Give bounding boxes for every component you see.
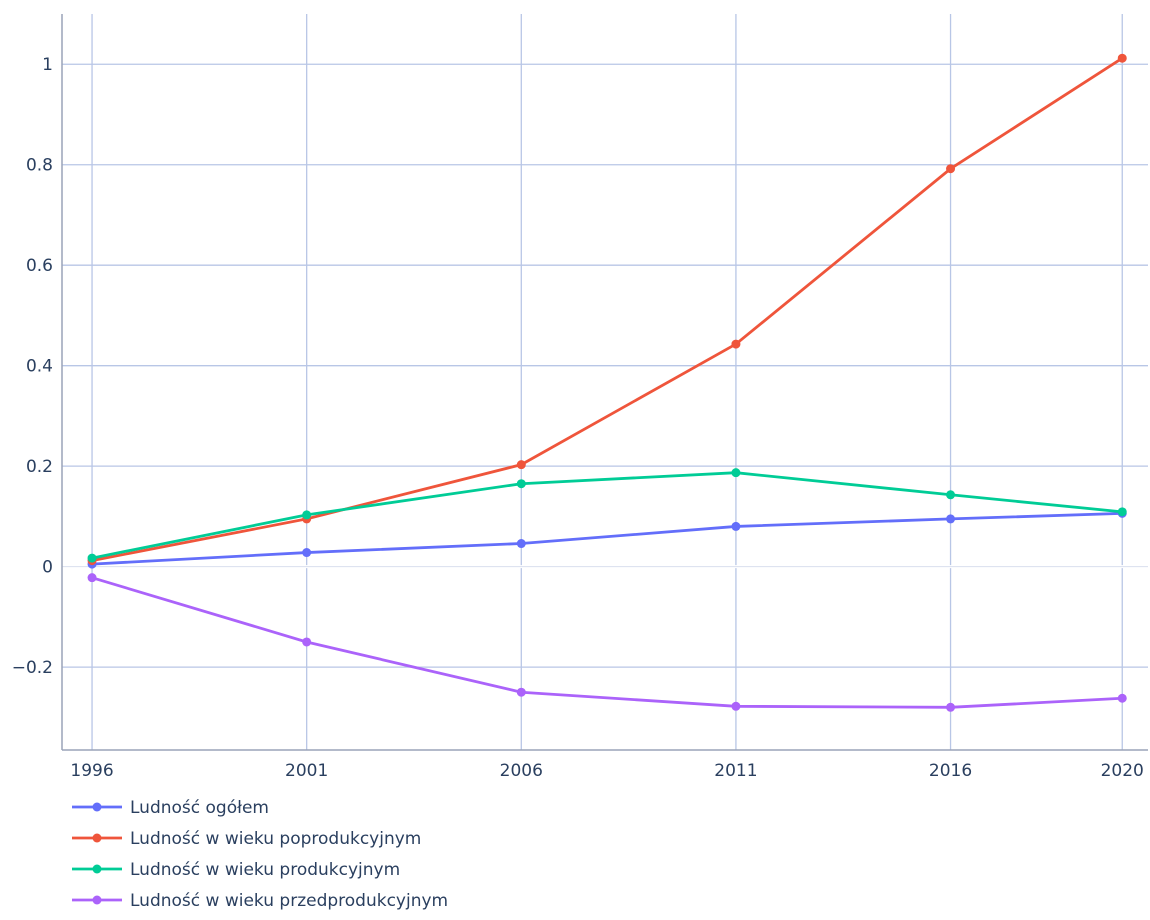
x-tick-label: 2011: [714, 761, 757, 781]
series-group: [87, 508, 1127, 569]
legend-marker: [92, 864, 102, 874]
series-layer: [87, 53, 1127, 712]
data-point[interactable]: [731, 521, 741, 531]
legend-label: Ludność w wieku poprodukcyjnym: [130, 829, 421, 849]
data-point[interactable]: [302, 510, 312, 520]
grid-layer: [62, 14, 1148, 750]
legend-marker: [92, 895, 102, 905]
data-point[interactable]: [946, 514, 956, 524]
x-tick-label: 2020: [1101, 761, 1144, 781]
legend-marker: [92, 833, 102, 843]
y-tick-label: 0: [42, 558, 53, 578]
data-point[interactable]: [302, 548, 312, 558]
series-line: [91, 471, 1123, 560]
y-tick-label: −0.2: [12, 658, 53, 678]
legend-label: Ludność w wieku produkcyjnym: [130, 860, 400, 880]
x-tick-label: 2016: [929, 761, 972, 781]
series-line: [91, 576, 1123, 709]
data-point[interactable]: [516, 539, 526, 549]
data-point[interactable]: [946, 490, 956, 500]
series-line: [91, 57, 1124, 562]
data-point[interactable]: [302, 637, 312, 647]
y-tick-label: 0.2: [26, 457, 53, 477]
data-point[interactable]: [516, 460, 526, 470]
legend-label: Ludność ogółem: [130, 798, 269, 818]
x-tick-label: 2006: [500, 761, 543, 781]
data-point[interactable]: [731, 701, 741, 711]
legend[interactable]: Ludność ogółem Ludność w wieku poprodukcy…: [72, 798, 448, 911]
y-tick-label: 1: [42, 55, 53, 75]
series-group: [87, 468, 1127, 563]
y-tick-label: 0.8: [26, 156, 53, 176]
x-tick-label: 2001: [285, 761, 328, 781]
data-point[interactable]: [946, 702, 956, 712]
legend-item[interactable]: Ludność w wieku poprodukcyjnym: [72, 829, 421, 849]
data-point[interactable]: [731, 468, 741, 478]
axis-layer: 1996 2001 2006 2011 2016 2020 −0.2 0 0.2 0.4 0.6 0.…: [12, 14, 1148, 781]
data-point[interactable]: [1117, 507, 1127, 517]
series-group: [87, 53, 1127, 566]
data-point[interactable]: [946, 164, 956, 174]
data-point[interactable]: [87, 573, 97, 583]
legend-item[interactable]: Ludność w wieku produkcyjnym: [72, 860, 400, 880]
series-group: [87, 573, 1127, 712]
data-point[interactable]: [731, 339, 741, 349]
series-line: [91, 511, 1123, 566]
legend-marker: [92, 802, 102, 812]
data-point[interactable]: [516, 687, 526, 697]
data-point[interactable]: [516, 479, 526, 489]
y-tick-label: 0.4: [26, 357, 53, 377]
legend-item[interactable]: Ludność w wieku przedprodukcyjnym: [72, 891, 448, 911]
data-point[interactable]: [1117, 53, 1127, 63]
y-tick-label: 0.6: [26, 256, 53, 276]
legend-label: Ludność w wieku przedprodukcyjnym: [130, 891, 448, 911]
data-point[interactable]: [87, 553, 97, 563]
x-tick-label: 1996: [70, 761, 113, 781]
legend-item[interactable]: Ludność ogółem: [72, 798, 269, 818]
data-point[interactable]: [1117, 693, 1127, 703]
